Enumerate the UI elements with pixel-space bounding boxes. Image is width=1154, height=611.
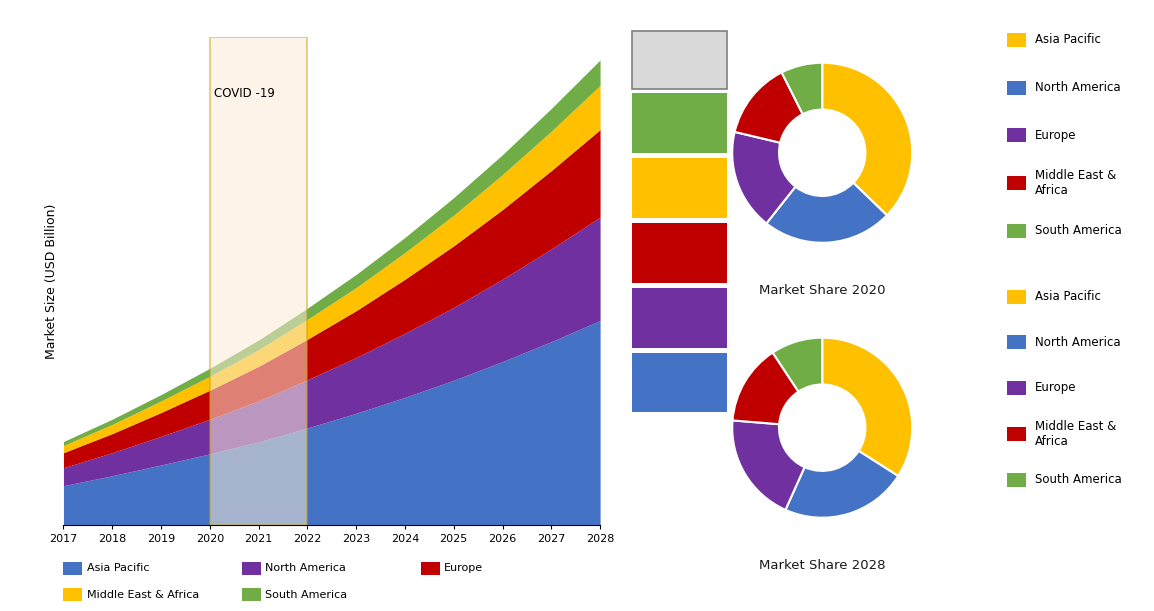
Y-axis label: Market Size (USD Billion): Market Size (USD Billion) xyxy=(45,203,58,359)
Text: Asia Pacific: Asia Pacific xyxy=(87,563,149,573)
Text: XX%: XX% xyxy=(664,181,696,195)
Wedge shape xyxy=(733,420,804,510)
Text: XX%: XX% xyxy=(664,117,696,130)
Text: South America: South America xyxy=(1035,473,1122,486)
Wedge shape xyxy=(781,63,822,114)
Text: Europe: Europe xyxy=(444,563,484,573)
Bar xyxy=(210,37,307,525)
Text: XX%: XX% xyxy=(664,376,696,389)
Wedge shape xyxy=(733,353,799,424)
Text: Middle East &
Africa: Middle East & Africa xyxy=(1035,169,1116,197)
Wedge shape xyxy=(773,338,823,392)
Text: COVID -19: COVID -19 xyxy=(213,87,275,100)
Wedge shape xyxy=(822,63,912,215)
Wedge shape xyxy=(822,338,912,476)
Wedge shape xyxy=(733,132,795,224)
Wedge shape xyxy=(735,73,803,143)
Wedge shape xyxy=(766,183,887,243)
Text: Middle East &
Africa: Middle East & Africa xyxy=(1035,420,1116,448)
Text: Middle East & Africa: Middle East & Africa xyxy=(87,590,198,599)
Wedge shape xyxy=(786,451,898,518)
Text: North America: North America xyxy=(1035,81,1121,94)
Text: XX%: XX% xyxy=(664,246,696,260)
Text: North America: North America xyxy=(1035,335,1121,349)
Text: Asia Pacific: Asia Pacific xyxy=(1035,290,1101,303)
Text: Europe: Europe xyxy=(1035,128,1077,142)
Text: Asia Pacific: Asia Pacific xyxy=(1035,33,1101,46)
Text: XX%: XX% xyxy=(664,311,696,324)
Text: Market Share 2028: Market Share 2028 xyxy=(759,559,885,572)
Text: CAGR%
(2020-2028): CAGR% (2020-2028) xyxy=(639,46,720,73)
Text: South America: South America xyxy=(1035,224,1122,237)
Text: Europe: Europe xyxy=(1035,381,1077,395)
Text: South America: South America xyxy=(265,590,347,599)
Text: Market Share 2020: Market Share 2020 xyxy=(759,284,885,297)
Text: North America: North America xyxy=(265,563,346,573)
